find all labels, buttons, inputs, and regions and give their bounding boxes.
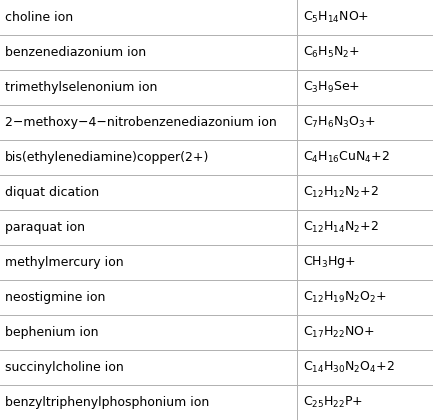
Text: methylmercury ion: methylmercury ion: [5, 256, 124, 269]
Text: paraquat ion: paraquat ion: [5, 221, 85, 234]
Text: CH$_3$Hg+: CH$_3$Hg+: [303, 255, 356, 270]
Text: C$_5$H$_{14}$NO+: C$_5$H$_{14}$NO+: [303, 10, 369, 25]
Text: C$_{12}$H$_{12}$N$_2$+2: C$_{12}$H$_{12}$N$_2$+2: [303, 185, 379, 200]
Text: benzyltriphenylphosphonium ion: benzyltriphenylphosphonium ion: [5, 396, 210, 409]
Text: C$_{14}$H$_{30}$N$_2$O$_4$+2: C$_{14}$H$_{30}$N$_2$O$_4$+2: [303, 360, 395, 375]
Text: C$_{12}$H$_{14}$N$_2$+2: C$_{12}$H$_{14}$N$_2$+2: [303, 220, 379, 235]
Text: C$_6$H$_5$N$_2$+: C$_6$H$_5$N$_2$+: [303, 45, 360, 60]
Text: neostigmine ion: neostigmine ion: [5, 291, 106, 304]
Text: choline ion: choline ion: [5, 11, 73, 24]
Text: bis(ethylenediamine)copper(2+): bis(ethylenediamine)copper(2+): [5, 151, 210, 164]
Text: C$_{25}$H$_{22}$P+: C$_{25}$H$_{22}$P+: [303, 395, 363, 410]
Text: C$_7$H$_6$N$_3$O$_3$+: C$_7$H$_6$N$_3$O$_3$+: [303, 115, 376, 130]
Text: benzenediazonium ion: benzenediazonium ion: [5, 46, 146, 59]
Text: C$_{12}$H$_{19}$N$_2$O$_2$+: C$_{12}$H$_{19}$N$_2$O$_2$+: [303, 290, 387, 305]
Text: C$_4$H$_{16}$CuN$_4$+2: C$_4$H$_{16}$CuN$_4$+2: [303, 150, 390, 165]
Text: C$_{17}$H$_{22}$NO+: C$_{17}$H$_{22}$NO+: [303, 325, 375, 340]
Text: C$_3$H$_9$Se+: C$_3$H$_9$Se+: [303, 80, 360, 95]
Text: diquat dication: diquat dication: [5, 186, 99, 199]
Text: trimethylselenonium ion: trimethylselenonium ion: [5, 81, 158, 94]
Text: 2−methoxy−4−nitrobenzenediazonium ion: 2−methoxy−4−nitrobenzenediazonium ion: [5, 116, 277, 129]
Text: succinylcholine ion: succinylcholine ion: [5, 361, 124, 374]
Text: bephenium ion: bephenium ion: [5, 326, 99, 339]
